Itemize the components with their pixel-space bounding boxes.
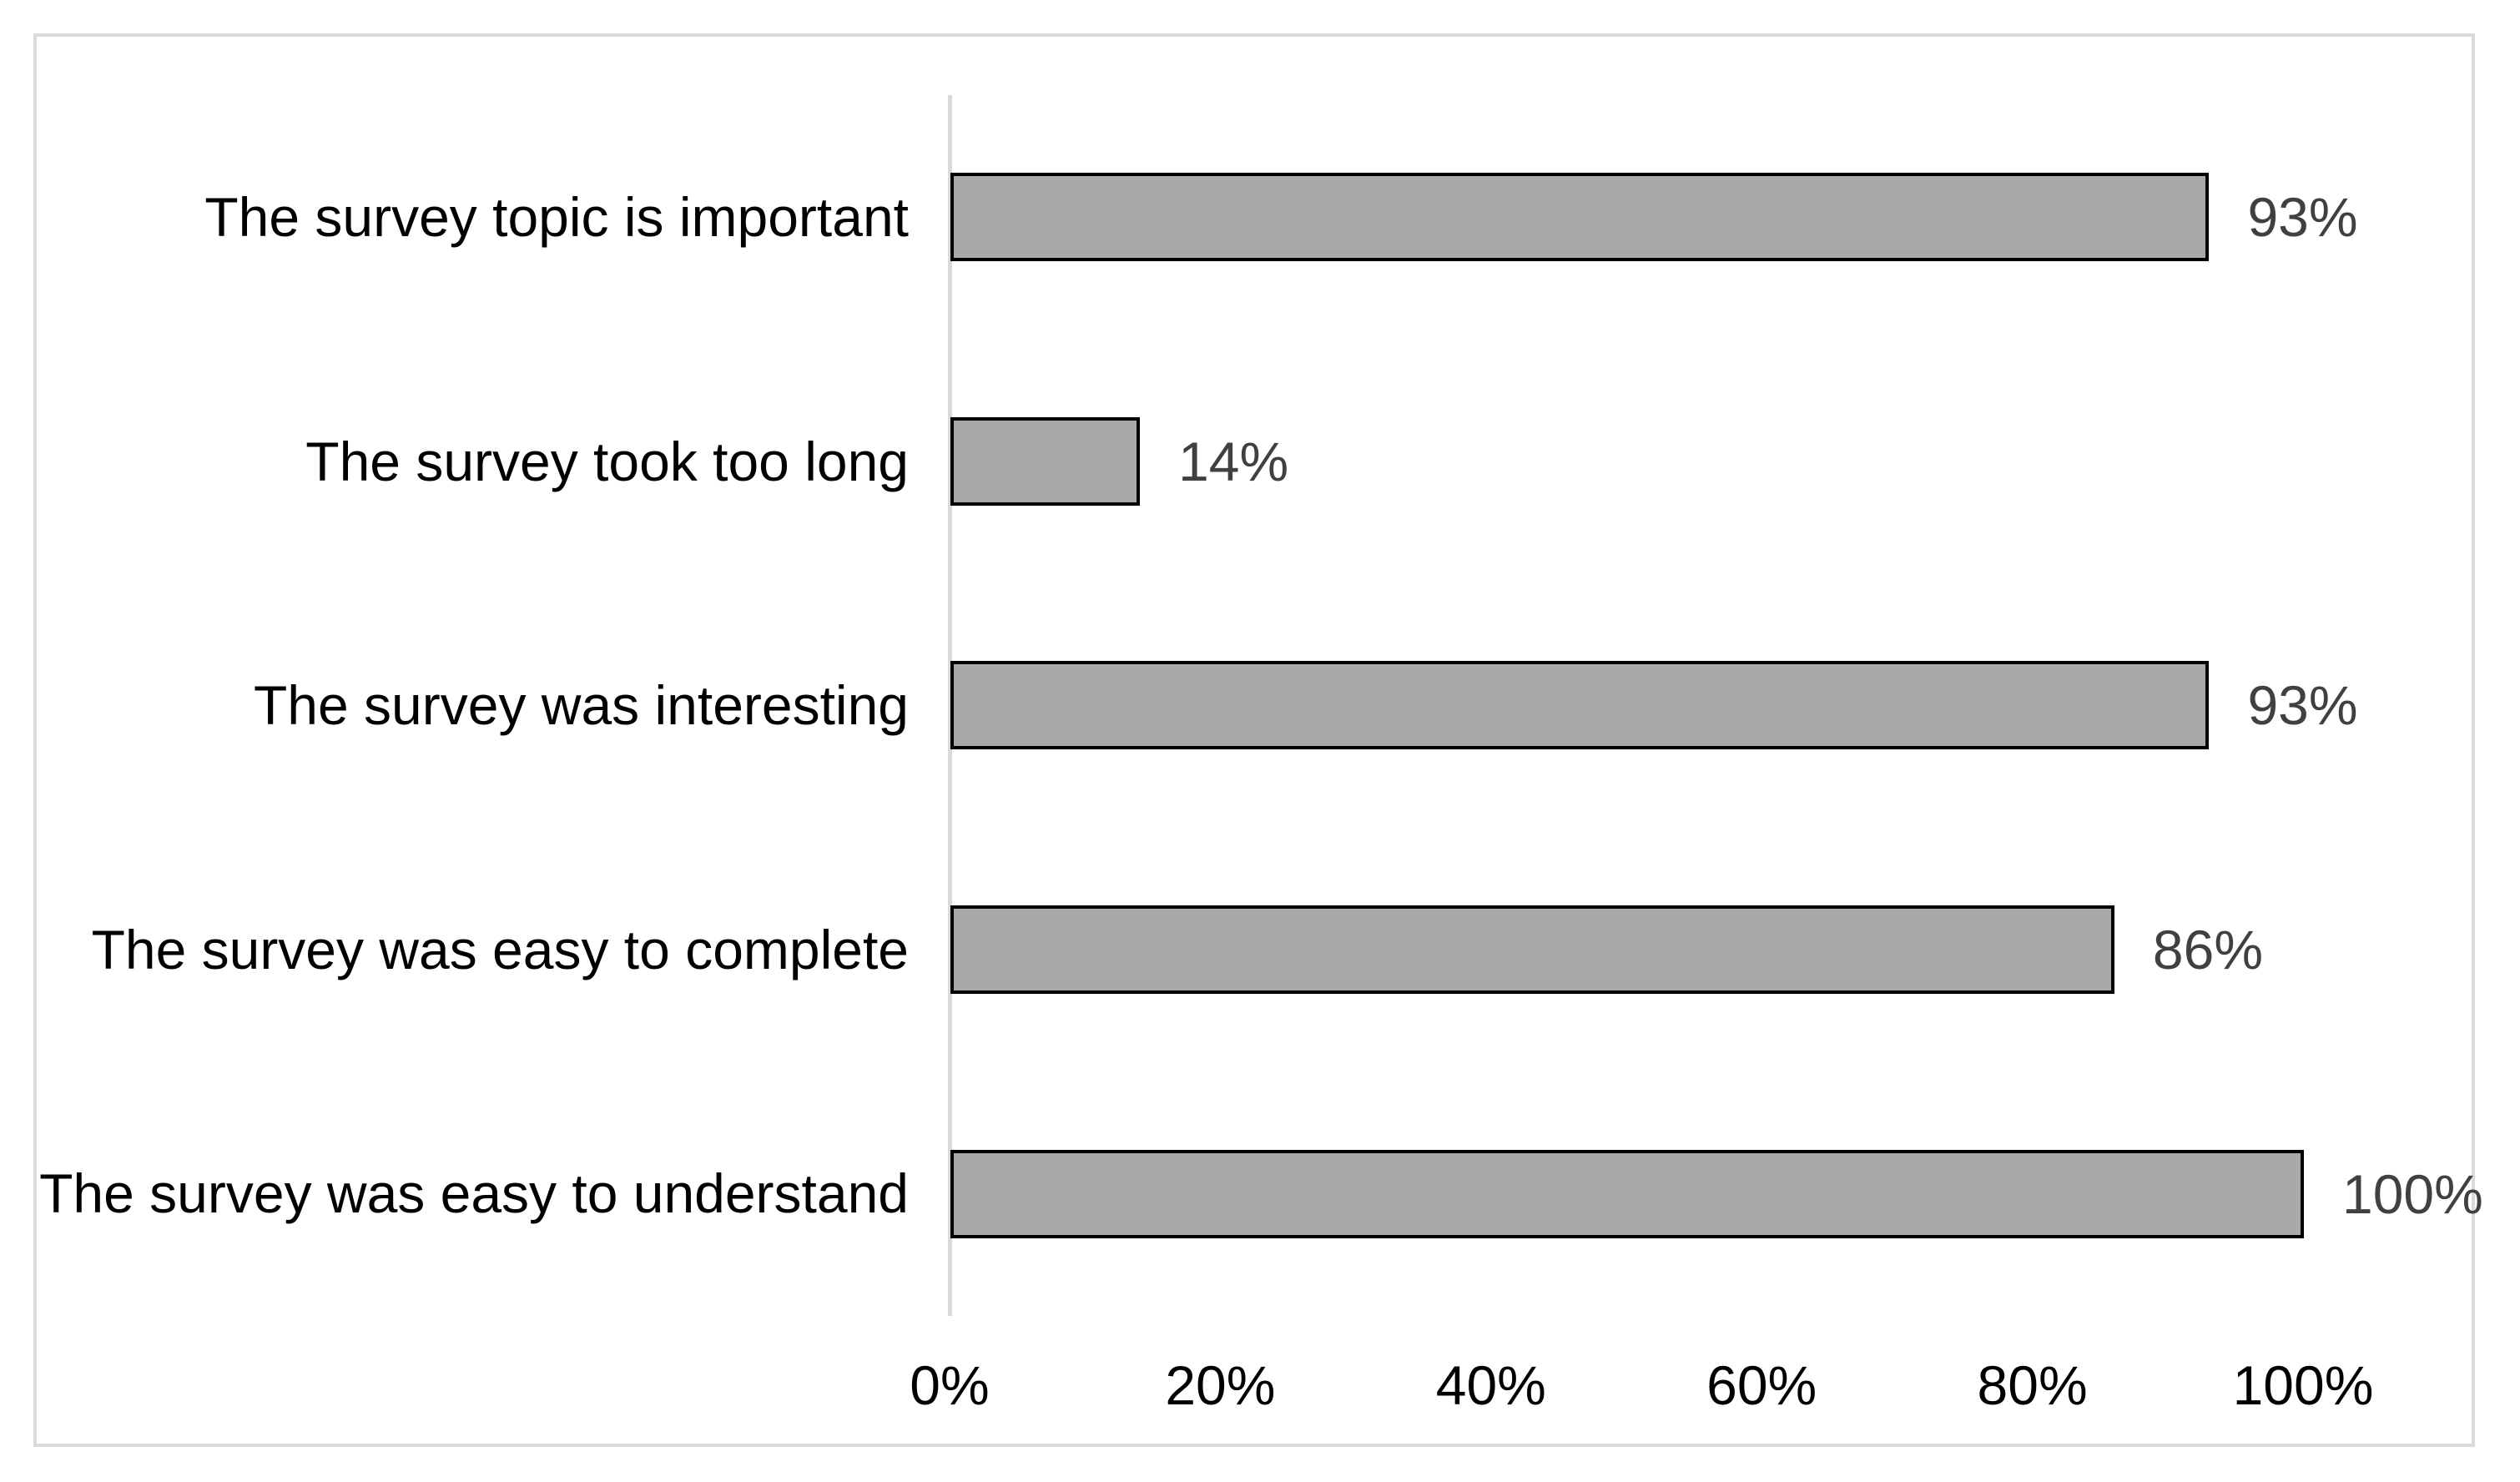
bar <box>950 416 1141 506</box>
x-axis-tick-label: 40% <box>1435 1354 1546 1416</box>
bar-track: 100% <box>950 1149 2483 1238</box>
y-axis-line <box>948 95 952 1316</box>
x-axis-tick-label: 80% <box>1977 1354 2088 1416</box>
bar-track: 14% <box>950 416 2304 506</box>
value-label: 93% <box>2247 674 2358 737</box>
category-label: The survey was interesting <box>253 674 909 737</box>
x-axis-tick-label: 20% <box>1165 1354 1276 1416</box>
category-label: The survey topic is important <box>204 186 909 248</box>
x-axis: 0% 20% 40% 60% 80% 100% <box>910 1353 2373 1429</box>
bar-row: The survey took too long 14% <box>37 340 2472 584</box>
bar-row: The survey was easy to complete 86% <box>37 828 2472 1072</box>
value-label: 100% <box>2342 1162 2483 1225</box>
bar-track: 86% <box>950 905 2304 995</box>
category-label: The survey was easy to complete <box>91 918 909 980</box>
value-label: 14% <box>1178 430 1289 492</box>
chart-frame: The survey topic is important 93% The su… <box>33 33 2483 1447</box>
bar <box>950 661 2210 750</box>
category-label: The survey was easy to understand <box>39 1162 909 1225</box>
bar <box>950 905 2114 995</box>
x-axis-tick-label: 100% <box>2232 1354 2374 1416</box>
bar-row: The survey was easy to understand 100% <box>37 1071 2483 1316</box>
bar-row: The survey topic is important 93% <box>37 95 2472 340</box>
value-label: 93% <box>2247 186 2358 249</box>
bar-track: 93% <box>950 173 2358 262</box>
bar <box>950 1149 2304 1238</box>
bar-track: 93% <box>950 661 2358 750</box>
x-axis-tick-label: 0% <box>910 1354 990 1416</box>
bar-row: The survey was interesting 93% <box>37 583 2472 828</box>
plot-area: The survey topic is important 93% The su… <box>37 95 2483 1316</box>
value-label: 86% <box>2152 919 2264 981</box>
bar <box>950 173 2210 262</box>
x-axis-tick-label: 60% <box>1706 1354 1817 1416</box>
category-label: The survey took too long <box>305 430 909 492</box>
